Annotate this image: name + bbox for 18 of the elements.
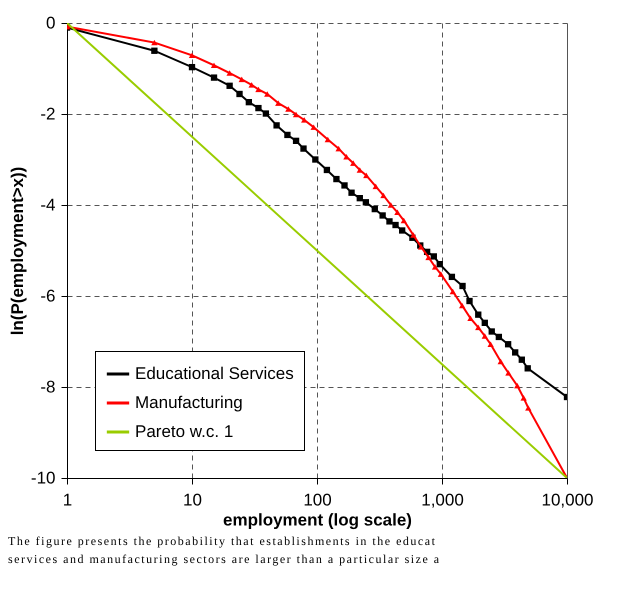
y-tick-label: -10 (30, 468, 56, 488)
x-tick-label: 1 (62, 490, 72, 510)
y-tick-label: -6 (40, 286, 56, 306)
legend-label: Pareto w.c. 1 (135, 422, 234, 441)
text: The figure presents the probability that establishments in the educat (8, 533, 438, 550)
x-axis-title: employment (log scale) (223, 510, 412, 530)
x-tick-label: 10 (183, 490, 202, 510)
y-tick-label: 0 (46, 14, 56, 32)
text: services and manufacturing sectors are larger than a particular size a (8, 551, 442, 568)
y-axis-title: ln(P(employment>x)) (8, 166, 27, 336)
legend-label: Manufacturing (135, 393, 243, 412)
y-tick-label: -8 (40, 378, 56, 396)
x-tick-label: 1,000 (421, 490, 464, 510)
y-tick-label: -2 (40, 104, 56, 124)
x-tick-label: 10,000 (542, 490, 594, 510)
legend-label: Educational Services (135, 364, 294, 383)
y-tick-label: -4 (40, 196, 56, 214)
x-tick-label: 100 (303, 490, 332, 510)
